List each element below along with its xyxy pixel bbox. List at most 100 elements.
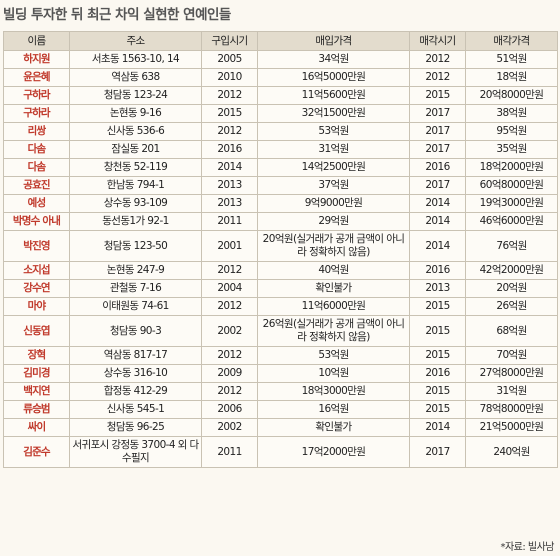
cell-buy-year: 2013 (201, 194, 258, 213)
header-buy-year: 구입시기 (201, 31, 258, 51)
cell-sell-year: 2014 (409, 230, 466, 262)
table-row: 소지섭 논현동 247-9 2012 40억원 2016 42억2000만원 (3, 261, 558, 280)
cell-sell-year: 2015 (409, 297, 466, 316)
cell-sell-price: 31억원 (465, 382, 558, 401)
cell-name: 김미경 (3, 364, 70, 383)
cell-sell-price: 76억원 (465, 230, 558, 262)
cell-name: 백지연 (3, 382, 70, 401)
cell-address: 창천동 52-119 (69, 158, 202, 177)
cell-name: 공효진 (3, 176, 70, 195)
table-row: 박진영 청담동 123-50 2001 20억원(실거래가 공개 금액이 아니라 정확… (3, 230, 558, 262)
header-sell-year: 매각시기 (409, 31, 466, 51)
cell-buy-price: 31억원 (257, 140, 410, 159)
cell-name: 하지원 (3, 50, 70, 69)
table-row: 류승범 신사동 545-1 2006 16억원 2015 78억8000만원 (3, 400, 558, 419)
cell-buy-price: 확인불가 (257, 418, 410, 437)
cell-buy-price: 11억6000만원 (257, 297, 410, 316)
cell-address: 신사동 536-6 (69, 122, 202, 141)
cell-buy-year: 2010 (201, 68, 258, 87)
cell-sell-price: 35억원 (465, 140, 558, 159)
cell-buy-year: 2012 (201, 122, 258, 141)
cell-sell-year: 2015 (409, 315, 466, 347)
cell-sell-year: 2015 (409, 400, 466, 419)
cell-name: 리쌍 (3, 122, 70, 141)
page-title: 빌딩 투자한 뒤 최근 차익 실현한 연예인들 (3, 7, 231, 23)
cell-buy-price: 32억1500만원 (257, 104, 410, 123)
table-row: 강수연 관철동 7-16 2004 확인불가 2013 20억원 (3, 279, 558, 298)
cell-sell-year: 2017 (409, 140, 466, 159)
cell-buy-year: 2012 (201, 346, 258, 365)
cell-sell-price: 70억원 (465, 346, 558, 365)
cell-address: 청담동 123-50 (69, 230, 202, 262)
cell-sell-year: 2013 (409, 279, 466, 298)
cell-buy-price: 14억2500만원 (257, 158, 410, 177)
cell-name: 마야 (3, 297, 70, 316)
cell-address: 신사동 545-1 (69, 400, 202, 419)
header-sell-price: 매각가격 (465, 31, 558, 51)
cell-sell-year: 2015 (409, 86, 466, 105)
cell-sell-price: 46억6000만원 (465, 212, 558, 231)
cell-address: 동선동1가 92-1 (69, 212, 202, 231)
cell-sell-year: 2016 (409, 261, 466, 280)
cell-address: 한남동 794-1 (69, 176, 202, 195)
cell-buy-price: 17억2000만원 (257, 436, 410, 468)
cell-address: 상수동 316-10 (69, 364, 202, 383)
cell-buy-price: 16억5000만원 (257, 68, 410, 87)
cell-buy-price: 9억9000만원 (257, 194, 410, 213)
cell-buy-price: 11억5600만원 (257, 86, 410, 105)
table-row: 마야 이태원동 74-61 2012 11억6000만원 2015 26억원 (3, 297, 558, 316)
cell-name: 예성 (3, 194, 70, 213)
cell-name: 다솜 (3, 158, 70, 177)
cell-buy-price: 확인불가 (257, 279, 410, 298)
cell-name: 다솜 (3, 140, 70, 159)
table-row: 리쌍 신사동 536-6 2012 53억원 2017 95억원 (3, 122, 558, 141)
cell-address: 역삼동 638 (69, 68, 202, 87)
cell-sell-year: 2015 (409, 382, 466, 401)
cell-name: 류승범 (3, 400, 70, 419)
cell-address: 서귀포시 강정동 3700-4 외 다수필지 (69, 436, 202, 468)
cell-buy-year: 2005 (201, 50, 258, 69)
cell-sell-price: 21억5000만원 (465, 418, 558, 437)
cell-sell-price: 38억원 (465, 104, 558, 123)
cell-sell-year: 2017 (409, 104, 466, 123)
table-row: 김미경 상수동 316-10 2009 10억원 2016 27억8000만원 (3, 364, 558, 383)
cell-address: 잠실동 201 (69, 140, 202, 159)
cell-name: 구하라 (3, 104, 70, 123)
table-row: 백지연 합정동 412-29 2012 18억3000만원 2015 31억원 (3, 382, 558, 401)
cell-sell-price: 27억8000만원 (465, 364, 558, 383)
cell-name: 박진영 (3, 230, 70, 262)
cell-buy-year: 2016 (201, 140, 258, 159)
cell-sell-year: 2014 (409, 418, 466, 437)
cell-buy-year: 2013 (201, 176, 258, 195)
cell-buy-price: 53억원 (257, 122, 410, 141)
cell-sell-price: 20억원 (465, 279, 558, 298)
cell-buy-year: 2004 (201, 279, 258, 298)
cell-buy-year: 2002 (201, 315, 258, 347)
cell-address: 청담동 123-24 (69, 86, 202, 105)
table-row: 구하라 청담동 123-24 2012 11억5600만원 2015 20억8000만원 (3, 86, 558, 105)
cell-sell-year: 2014 (409, 212, 466, 231)
cell-address: 이태원동 74-61 (69, 297, 202, 316)
cell-sell-price: 18억2000만원 (465, 158, 558, 177)
source-note: *자료: 빌사남 (500, 542, 554, 553)
cell-sell-price: 240억원 (465, 436, 558, 468)
table-row: 공효진 한남동 794-1 2013 37억원 2017 60억8000만원 (3, 176, 558, 195)
cell-buy-price: 26억원(실거래가 공개 금액이 아니라 정확하지 않음) (257, 315, 410, 347)
table-row: 다솜 창천동 52-119 2014 14억2500만원 2016 18억2000만원 (3, 158, 558, 177)
cell-name: 김준수 (3, 436, 70, 468)
cell-sell-price: 20억8000만원 (465, 86, 558, 105)
cell-address: 청담동 96-25 (69, 418, 202, 437)
cell-sell-price: 26억원 (465, 297, 558, 316)
cell-sell-year: 2012 (409, 50, 466, 69)
cell-buy-price: 34억원 (257, 50, 410, 69)
cell-buy-price: 10억원 (257, 364, 410, 383)
cell-address: 역삼동 817-17 (69, 346, 202, 365)
cell-buy-year: 2011 (201, 212, 258, 231)
table-body: 하지원 서초동 1563-10, 14 2005 34억원 2012 51억원 윤은혜 역삼동… (3, 50, 558, 468)
cell-sell-price: 60억8000만원 (465, 176, 558, 195)
cell-name: 장혁 (3, 346, 70, 365)
table-header-row: 이름 주소 구입시기 매입가격 매각시기 매각가격 (3, 31, 558, 51)
table-row: 윤은혜 역삼동 638 2010 16억5000만원 2012 18억원 (3, 68, 558, 87)
cell-sell-price: 18억원 (465, 68, 558, 87)
table-row: 다솜 잠실동 201 2016 31억원 2017 35억원 (3, 140, 558, 159)
